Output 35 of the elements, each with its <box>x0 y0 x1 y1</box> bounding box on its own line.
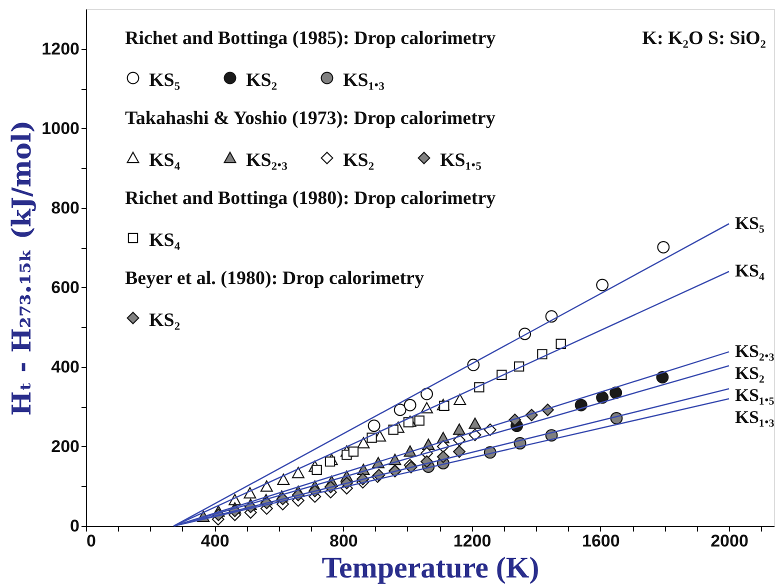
annotation: Takahashi & Yoshio (1973): Drop calorimetry <box>125 108 496 129</box>
x-tick-label: 400 <box>200 532 230 550</box>
y-tick-label: 400 <box>51 357 80 376</box>
x-tick-label: 1600 <box>582 532 620 550</box>
y-tick-label: 0 <box>70 516 80 536</box>
y-tick-label: 1000 <box>42 118 80 138</box>
legend-label: KS₄ <box>149 230 180 251</box>
legend-label: KS₂.₃ <box>246 150 288 171</box>
series-label: KS₁.₅ <box>734 384 774 405</box>
legend-label: KS₅ <box>149 70 180 91</box>
annotation: K: K₂O S: SiO₂ <box>642 28 766 49</box>
annotation: Beyer et al. (1980): Drop calorimetry <box>125 268 424 289</box>
x-tick-label: 1200 <box>453 532 492 550</box>
legend-label: KS₂ <box>246 70 278 91</box>
legend-label: KS₂ <box>343 150 374 171</box>
series-label: KS₄ <box>734 260 765 280</box>
series-label: KS₂ <box>734 362 764 383</box>
annotation: Richet and Bottinga (1980): Drop calorimetry <box>125 188 496 209</box>
y-tick-label: 600 <box>51 278 80 297</box>
x-tick-label: 800 <box>330 532 358 550</box>
y-tick-label: 200 <box>51 436 80 456</box>
legend-label: KS₄ <box>149 150 180 171</box>
x-axis-title: Temperature (K) <box>322 552 540 584</box>
legend-label: KS₁.₃ <box>343 70 385 91</box>
x-tick-label: 0 <box>86 532 96 550</box>
series-label: KS₁.₃ <box>734 406 775 427</box>
legend-label: KS₁.₅ <box>440 150 482 171</box>
legend-label: KS₂ <box>149 310 180 331</box>
series-label: KS₂.₃ <box>734 340 775 361</box>
annotation: Richet and Bottinga (1985): Drop calorimetry <box>125 28 496 49</box>
y-axis-title: Hₜ - H₂₇₃.₁₅ₖ (kJ/mol) <box>8 120 38 416</box>
y-tick-label: 1200 <box>42 39 80 58</box>
series-label: KS₅ <box>734 212 764 233</box>
y-tick-label: 800 <box>51 198 80 218</box>
x-tick-label: 2000 <box>710 532 748 550</box>
